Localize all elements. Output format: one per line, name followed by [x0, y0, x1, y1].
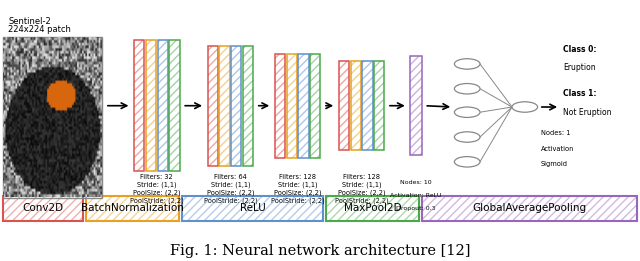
Bar [362, 61, 372, 150]
Circle shape [512, 102, 538, 112]
Text: Not Eruption: Not Eruption [563, 108, 612, 117]
Bar [86, 196, 179, 221]
Text: GlobalAveragePooling: GlobalAveragePooling [472, 203, 587, 213]
Bar [220, 46, 230, 166]
Bar [157, 40, 168, 171]
Bar [3, 196, 83, 221]
Text: Sigmoid: Sigmoid [541, 162, 568, 167]
Bar [157, 40, 168, 171]
Bar [310, 54, 321, 158]
Circle shape [454, 107, 480, 117]
Bar [298, 54, 308, 158]
Bar [410, 56, 422, 155]
Circle shape [454, 157, 480, 167]
Text: Filters: 64
Stride: (1,1)
PoolSize: (2,2)
PoolStride: (2,2): Filters: 64 Stride: (1,1) PoolSize: (2,2… [204, 174, 257, 204]
Bar [170, 40, 180, 171]
Text: Eruption: Eruption [563, 63, 596, 72]
Text: 224x224 patch: 224x224 patch [8, 25, 71, 34]
Bar [3, 37, 102, 198]
Text: MaxPool2D: MaxPool2D [344, 203, 402, 213]
Text: Nodes: 10: Nodes: 10 [400, 180, 432, 185]
Bar [410, 56, 422, 155]
Text: Activation: Activation [541, 146, 574, 152]
Text: Filters: 128
Stride: (1,1)
PoolSize: (2,2)
PoolStride: (2,2): Filters: 128 Stride: (1,1) PoolSize: (2,… [271, 174, 324, 204]
Bar [374, 61, 385, 150]
Bar [422, 196, 637, 221]
Bar [146, 40, 156, 171]
Text: ReLU: ReLU [240, 203, 266, 213]
Bar [134, 40, 144, 171]
Bar [243, 46, 253, 166]
Bar [374, 61, 385, 150]
Bar [207, 46, 218, 166]
Bar [351, 61, 361, 150]
Bar [326, 196, 419, 221]
Text: Activation: ReLU: Activation: ReLU [390, 193, 442, 198]
Text: Nodes: 1: Nodes: 1 [541, 130, 570, 136]
Bar [362, 61, 372, 150]
Text: Filters: 32
Stride: (1,1)
PoolSize: (2,2)
PoolStride: (2,2): Filters: 32 Stride: (1,1) PoolSize: (2,2… [130, 174, 184, 204]
Text: Filters: 128
Stride: (1,1)
PoolSize: (2,2)
PoolStride: (2,2): Filters: 128 Stride: (1,1) PoolSize: (2,… [335, 174, 388, 204]
Bar [170, 40, 180, 171]
Bar [146, 40, 156, 171]
Bar [287, 54, 297, 158]
Bar [275, 54, 285, 158]
Bar [275, 54, 285, 158]
Bar [182, 196, 323, 221]
Text: Class 1:: Class 1: [563, 90, 596, 98]
Text: Sentinel-2: Sentinel-2 [8, 17, 51, 26]
Bar [422, 196, 637, 221]
Bar [287, 54, 297, 158]
Bar [326, 196, 419, 221]
Bar [86, 196, 179, 221]
Circle shape [454, 84, 480, 94]
Text: Class 0:: Class 0: [563, 45, 596, 54]
Bar [207, 46, 218, 166]
Bar [310, 54, 321, 158]
Bar [182, 196, 323, 221]
Bar [243, 46, 253, 166]
Bar [231, 46, 241, 166]
Bar [134, 40, 144, 171]
Circle shape [454, 59, 480, 69]
Bar [231, 46, 241, 166]
Bar [339, 61, 349, 150]
Circle shape [454, 132, 480, 142]
Bar [351, 61, 361, 150]
Text: Fig. 1: Neural network architecture [12]: Fig. 1: Neural network architecture [12] [170, 244, 470, 258]
Bar [298, 54, 308, 158]
Text: BatchNormalization: BatchNormalization [81, 203, 184, 213]
Bar [3, 196, 83, 221]
Text: Dropout: 0.3: Dropout: 0.3 [396, 206, 436, 211]
Bar [220, 46, 230, 166]
Bar [339, 61, 349, 150]
Text: Conv2D: Conv2D [22, 203, 64, 213]
